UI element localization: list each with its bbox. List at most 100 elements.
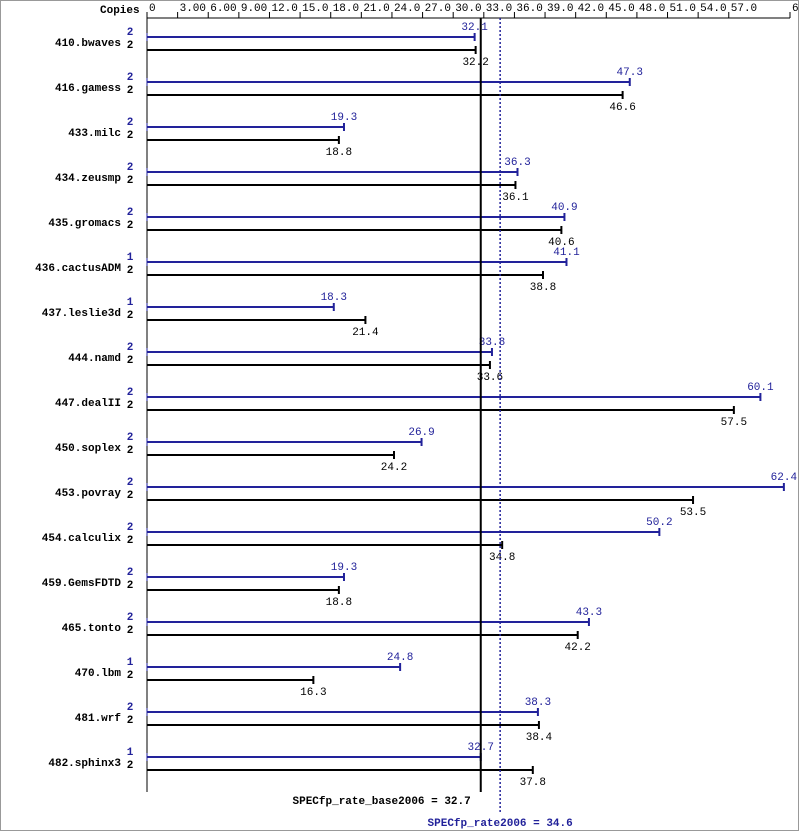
copies-label: 2	[127, 535, 134, 547]
x-tick-label: 30.0	[455, 3, 481, 15]
value-label: 53.5	[680, 507, 706, 519]
value-label: 50.2	[646, 517, 672, 529]
value-label: 32.2	[462, 57, 488, 69]
copies-label: 2	[127, 175, 134, 187]
value-label: 40.6	[548, 237, 574, 249]
x-tick-label: 18.0	[333, 3, 359, 15]
reference-label: SPECfp_rate_base2006 = 32.7	[293, 796, 471, 808]
copies-label: 2	[127, 400, 134, 412]
x-tick-label: 27.0	[425, 3, 451, 15]
x-tick-label: 24.0	[394, 3, 420, 15]
copies-label: 2	[127, 27, 134, 39]
value-label: 36.1	[502, 192, 529, 204]
x-tick-label: 0	[149, 3, 156, 15]
value-label: 40.9	[551, 202, 577, 214]
copies-label: 1	[127, 747, 134, 759]
value-label: 24.8	[387, 652, 413, 664]
value-label: 21.4	[352, 327, 379, 339]
copies-label: 1	[127, 297, 134, 309]
copies-label: 2	[127, 117, 134, 129]
benchmark-name: 453.povray	[55, 488, 121, 500]
value-label: 38.3	[525, 697, 551, 709]
benchmark-name: 416.gamess	[55, 83, 121, 95]
value-label: 33.6	[477, 372, 503, 384]
copies-label: 2	[127, 387, 134, 399]
x-tick-label: 6.00	[210, 3, 236, 15]
copies-label: 2	[127, 715, 134, 727]
benchmark-name: 444.namd	[68, 353, 121, 365]
x-tick-label: 9.00	[241, 3, 267, 15]
x-tick-label: 33.0	[486, 3, 512, 15]
copies-label: 2	[127, 445, 134, 457]
value-label: 18.8	[326, 147, 352, 159]
value-label: 38.8	[530, 282, 556, 294]
copies-label: 2	[127, 522, 134, 534]
copies-label: 2	[127, 580, 134, 592]
value-label: 37.8	[520, 777, 546, 789]
x-tick-label: 57.0	[731, 3, 757, 15]
benchmark-name: 433.milc	[68, 128, 121, 140]
value-label: 18.8	[326, 597, 352, 609]
x-axis-label: Copies	[100, 5, 140, 17]
x-tick-label: 21.0	[363, 3, 389, 15]
copies-label: 2	[127, 265, 134, 277]
benchmark-name: 410.bwaves	[55, 38, 121, 50]
value-label: 47.3	[617, 67, 643, 79]
benchmark-name: 436.cactusADM	[35, 263, 121, 275]
value-label: 60.1	[747, 382, 774, 394]
reference-label: SPECfp_rate2006 = 34.6	[428, 818, 573, 830]
x-tick-label: 15.0	[302, 3, 328, 15]
value-label: 41.1	[553, 247, 580, 259]
x-tick-label: 42.0	[578, 3, 604, 15]
copies-label: 2	[127, 567, 134, 579]
x-tick-label: 48.0	[639, 3, 665, 15]
copies-label: 2	[127, 310, 134, 322]
copies-label: 2	[127, 130, 134, 142]
value-label: 19.3	[331, 562, 357, 574]
benchmark-name: 481.wrf	[75, 713, 122, 725]
value-label: 33.8	[479, 337, 505, 349]
value-label: 38.4	[526, 732, 553, 744]
copies-label: 1	[127, 252, 134, 264]
copies-label: 2	[127, 85, 134, 97]
copies-label: 1	[127, 657, 134, 669]
copies-label: 2	[127, 432, 134, 444]
copies-label: 2	[127, 162, 134, 174]
x-tick-label: 3.00	[180, 3, 206, 15]
value-label: 62.4	[771, 472, 798, 484]
benchmark-name: 482.sphinx3	[48, 758, 121, 770]
benchmark-name: 434.zeusmp	[55, 173, 121, 185]
copies-label: 2	[127, 342, 134, 354]
value-label: 34.8	[489, 552, 515, 564]
benchmark-name: 454.calculix	[42, 533, 122, 545]
copies-label: 2	[127, 220, 134, 232]
x-tick-label: 63.0	[792, 3, 799, 15]
copies-label: 2	[127, 760, 134, 772]
x-tick-label: 39.0	[547, 3, 573, 15]
copies-label: 2	[127, 477, 134, 489]
copies-label: 2	[127, 490, 134, 502]
benchmark-name: 459.GemsFDTD	[42, 578, 122, 590]
x-tick-label: 54.0	[700, 3, 726, 15]
value-label: 18.3	[321, 292, 347, 304]
value-label: 16.3	[300, 687, 326, 699]
copies-label: 2	[127, 72, 134, 84]
x-tick-label: 12.0	[271, 3, 297, 15]
value-label: 42.2	[565, 642, 591, 654]
benchmark-name: 470.lbm	[75, 668, 122, 680]
value-label: 26.9	[408, 427, 434, 439]
x-tick-label: 51.0	[670, 3, 696, 15]
value-label: 46.6	[609, 102, 635, 114]
x-tick-label: 36.0	[516, 3, 542, 15]
x-tick-label: 45.0	[608, 3, 634, 15]
benchmark-name: 437.leslie3d	[42, 308, 121, 320]
value-label: 19.3	[331, 112, 357, 124]
benchmark-name: 465.tonto	[62, 623, 122, 635]
copies-label: 2	[127, 40, 134, 52]
benchmark-name: 435.gromacs	[48, 218, 121, 230]
copies-label: 2	[127, 625, 134, 637]
value-label: 32.1	[461, 22, 488, 34]
value-label: 57.5	[721, 417, 747, 429]
